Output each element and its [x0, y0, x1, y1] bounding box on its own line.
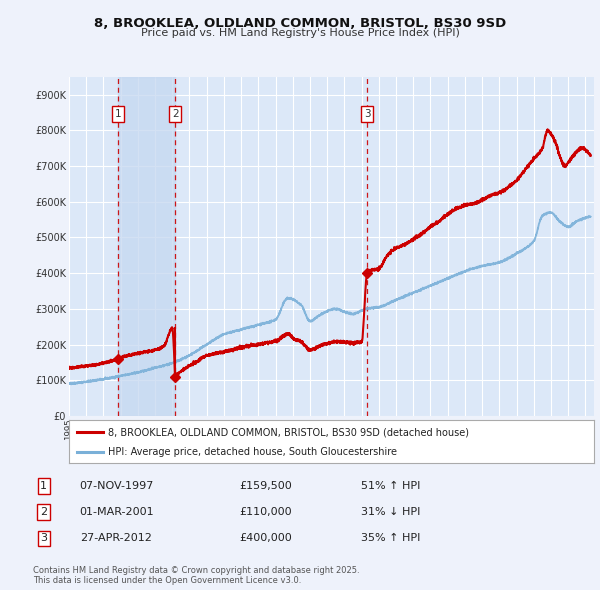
Text: 35% ↑ HPI: 35% ↑ HPI	[361, 533, 421, 543]
Text: 8, BROOKLEA, OLDLAND COMMON, BRISTOL, BS30 9SD (detached house): 8, BROOKLEA, OLDLAND COMMON, BRISTOL, BS…	[109, 427, 469, 437]
Text: 8, BROOKLEA, OLDLAND COMMON, BRISTOL, BS30 9SD: 8, BROOKLEA, OLDLAND COMMON, BRISTOL, BS…	[94, 17, 506, 30]
Text: Contains HM Land Registry data © Crown copyright and database right 2025.
This d: Contains HM Land Registry data © Crown c…	[33, 566, 359, 585]
Text: Price paid vs. HM Land Registry's House Price Index (HPI): Price paid vs. HM Land Registry's House …	[140, 28, 460, 38]
Text: 3: 3	[364, 109, 370, 119]
Text: 01-MAR-2001: 01-MAR-2001	[80, 507, 154, 517]
Text: 3: 3	[40, 533, 47, 543]
Text: £159,500: £159,500	[240, 481, 293, 491]
Text: 31% ↓ HPI: 31% ↓ HPI	[361, 507, 421, 517]
Text: 1: 1	[40, 481, 47, 491]
Text: £110,000: £110,000	[240, 507, 292, 517]
Text: 2: 2	[172, 109, 178, 119]
Text: 1: 1	[115, 109, 121, 119]
Bar	[118, 77, 175, 416]
Text: HPI: Average price, detached house, South Gloucestershire: HPI: Average price, detached house, Sout…	[109, 447, 397, 457]
Text: £400,000: £400,000	[240, 533, 293, 543]
Text: 51% ↑ HPI: 51% ↑ HPI	[361, 481, 421, 491]
Text: 07-NOV-1997: 07-NOV-1997	[80, 481, 154, 491]
Text: 27-APR-2012: 27-APR-2012	[80, 533, 152, 543]
Text: 2: 2	[40, 507, 47, 517]
